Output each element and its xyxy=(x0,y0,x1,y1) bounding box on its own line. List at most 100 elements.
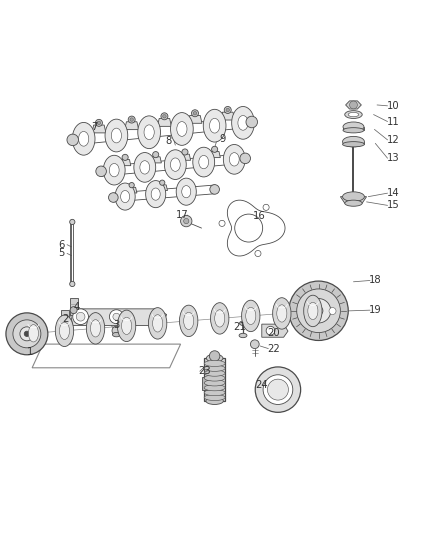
Text: 24: 24 xyxy=(255,380,268,390)
Text: 18: 18 xyxy=(369,276,381,286)
Polygon shape xyxy=(221,112,235,120)
Circle shape xyxy=(122,155,128,160)
Ellipse shape xyxy=(238,116,248,130)
Circle shape xyxy=(212,146,218,152)
Ellipse shape xyxy=(204,394,225,400)
Ellipse shape xyxy=(343,142,364,147)
Text: 3: 3 xyxy=(113,320,120,330)
Ellipse shape xyxy=(343,136,364,147)
Ellipse shape xyxy=(148,308,167,339)
Circle shape xyxy=(226,108,230,112)
Polygon shape xyxy=(209,151,220,158)
Ellipse shape xyxy=(204,360,225,367)
Circle shape xyxy=(224,107,231,114)
Circle shape xyxy=(219,220,225,227)
Ellipse shape xyxy=(343,192,364,201)
Circle shape xyxy=(268,379,288,400)
Circle shape xyxy=(350,101,357,109)
Ellipse shape xyxy=(239,333,247,338)
Circle shape xyxy=(6,313,48,355)
Bar xyxy=(61,310,69,330)
Polygon shape xyxy=(127,187,137,193)
Text: 11: 11 xyxy=(386,117,399,126)
Polygon shape xyxy=(157,118,171,126)
Polygon shape xyxy=(346,101,361,109)
Circle shape xyxy=(152,151,159,158)
Circle shape xyxy=(13,320,41,348)
Circle shape xyxy=(24,331,29,336)
Circle shape xyxy=(235,214,263,242)
Polygon shape xyxy=(125,122,139,130)
Ellipse shape xyxy=(240,153,251,164)
Circle shape xyxy=(112,326,121,335)
Ellipse shape xyxy=(240,321,247,326)
Ellipse shape xyxy=(117,310,136,342)
Ellipse shape xyxy=(246,307,256,325)
Text: 6: 6 xyxy=(59,240,65,249)
Text: 21: 21 xyxy=(233,322,246,332)
Bar xyxy=(204,358,225,401)
Circle shape xyxy=(266,326,275,335)
Ellipse shape xyxy=(86,313,105,344)
Ellipse shape xyxy=(215,310,225,327)
Ellipse shape xyxy=(140,161,150,174)
Ellipse shape xyxy=(109,193,118,203)
Polygon shape xyxy=(150,157,161,163)
Circle shape xyxy=(289,281,348,341)
Ellipse shape xyxy=(209,118,220,133)
Text: 16: 16 xyxy=(253,211,265,221)
Ellipse shape xyxy=(105,119,128,152)
Ellipse shape xyxy=(91,320,101,337)
Ellipse shape xyxy=(151,188,160,200)
Circle shape xyxy=(306,298,331,323)
Ellipse shape xyxy=(28,325,39,342)
Text: 9: 9 xyxy=(219,134,226,144)
Ellipse shape xyxy=(223,144,245,174)
Ellipse shape xyxy=(113,333,120,337)
Ellipse shape xyxy=(246,116,258,128)
Ellipse shape xyxy=(308,302,318,320)
Ellipse shape xyxy=(242,300,260,332)
Text: 10: 10 xyxy=(386,101,399,111)
Polygon shape xyxy=(188,116,202,123)
Circle shape xyxy=(162,115,166,118)
Circle shape xyxy=(70,306,77,313)
Polygon shape xyxy=(71,309,166,326)
Ellipse shape xyxy=(210,184,219,194)
Circle shape xyxy=(73,309,88,325)
Polygon shape xyxy=(323,306,342,316)
Ellipse shape xyxy=(164,150,186,180)
Circle shape xyxy=(184,219,189,224)
Circle shape xyxy=(329,308,336,314)
Text: 2: 2 xyxy=(62,314,68,324)
Ellipse shape xyxy=(343,122,364,132)
Ellipse shape xyxy=(110,164,119,177)
Ellipse shape xyxy=(55,315,74,346)
Circle shape xyxy=(20,327,34,341)
Text: 12: 12 xyxy=(386,135,399,145)
Polygon shape xyxy=(262,324,288,337)
Ellipse shape xyxy=(134,152,155,182)
Text: 8: 8 xyxy=(166,136,172,146)
Bar xyxy=(70,298,78,314)
Ellipse shape xyxy=(277,305,287,322)
Circle shape xyxy=(70,281,75,287)
Polygon shape xyxy=(343,142,364,144)
Ellipse shape xyxy=(176,178,196,205)
Text: 13: 13 xyxy=(386,153,399,163)
Ellipse shape xyxy=(78,132,89,146)
Ellipse shape xyxy=(96,166,106,176)
Ellipse shape xyxy=(345,200,362,206)
Ellipse shape xyxy=(120,190,130,203)
Ellipse shape xyxy=(204,375,225,381)
Polygon shape xyxy=(120,159,131,166)
Ellipse shape xyxy=(103,155,125,185)
Ellipse shape xyxy=(348,112,359,117)
Ellipse shape xyxy=(206,398,223,405)
Ellipse shape xyxy=(204,380,225,386)
Text: 4: 4 xyxy=(74,302,80,312)
Text: 5: 5 xyxy=(59,248,65,259)
Ellipse shape xyxy=(204,370,225,376)
Circle shape xyxy=(130,118,134,122)
Circle shape xyxy=(255,367,300,413)
